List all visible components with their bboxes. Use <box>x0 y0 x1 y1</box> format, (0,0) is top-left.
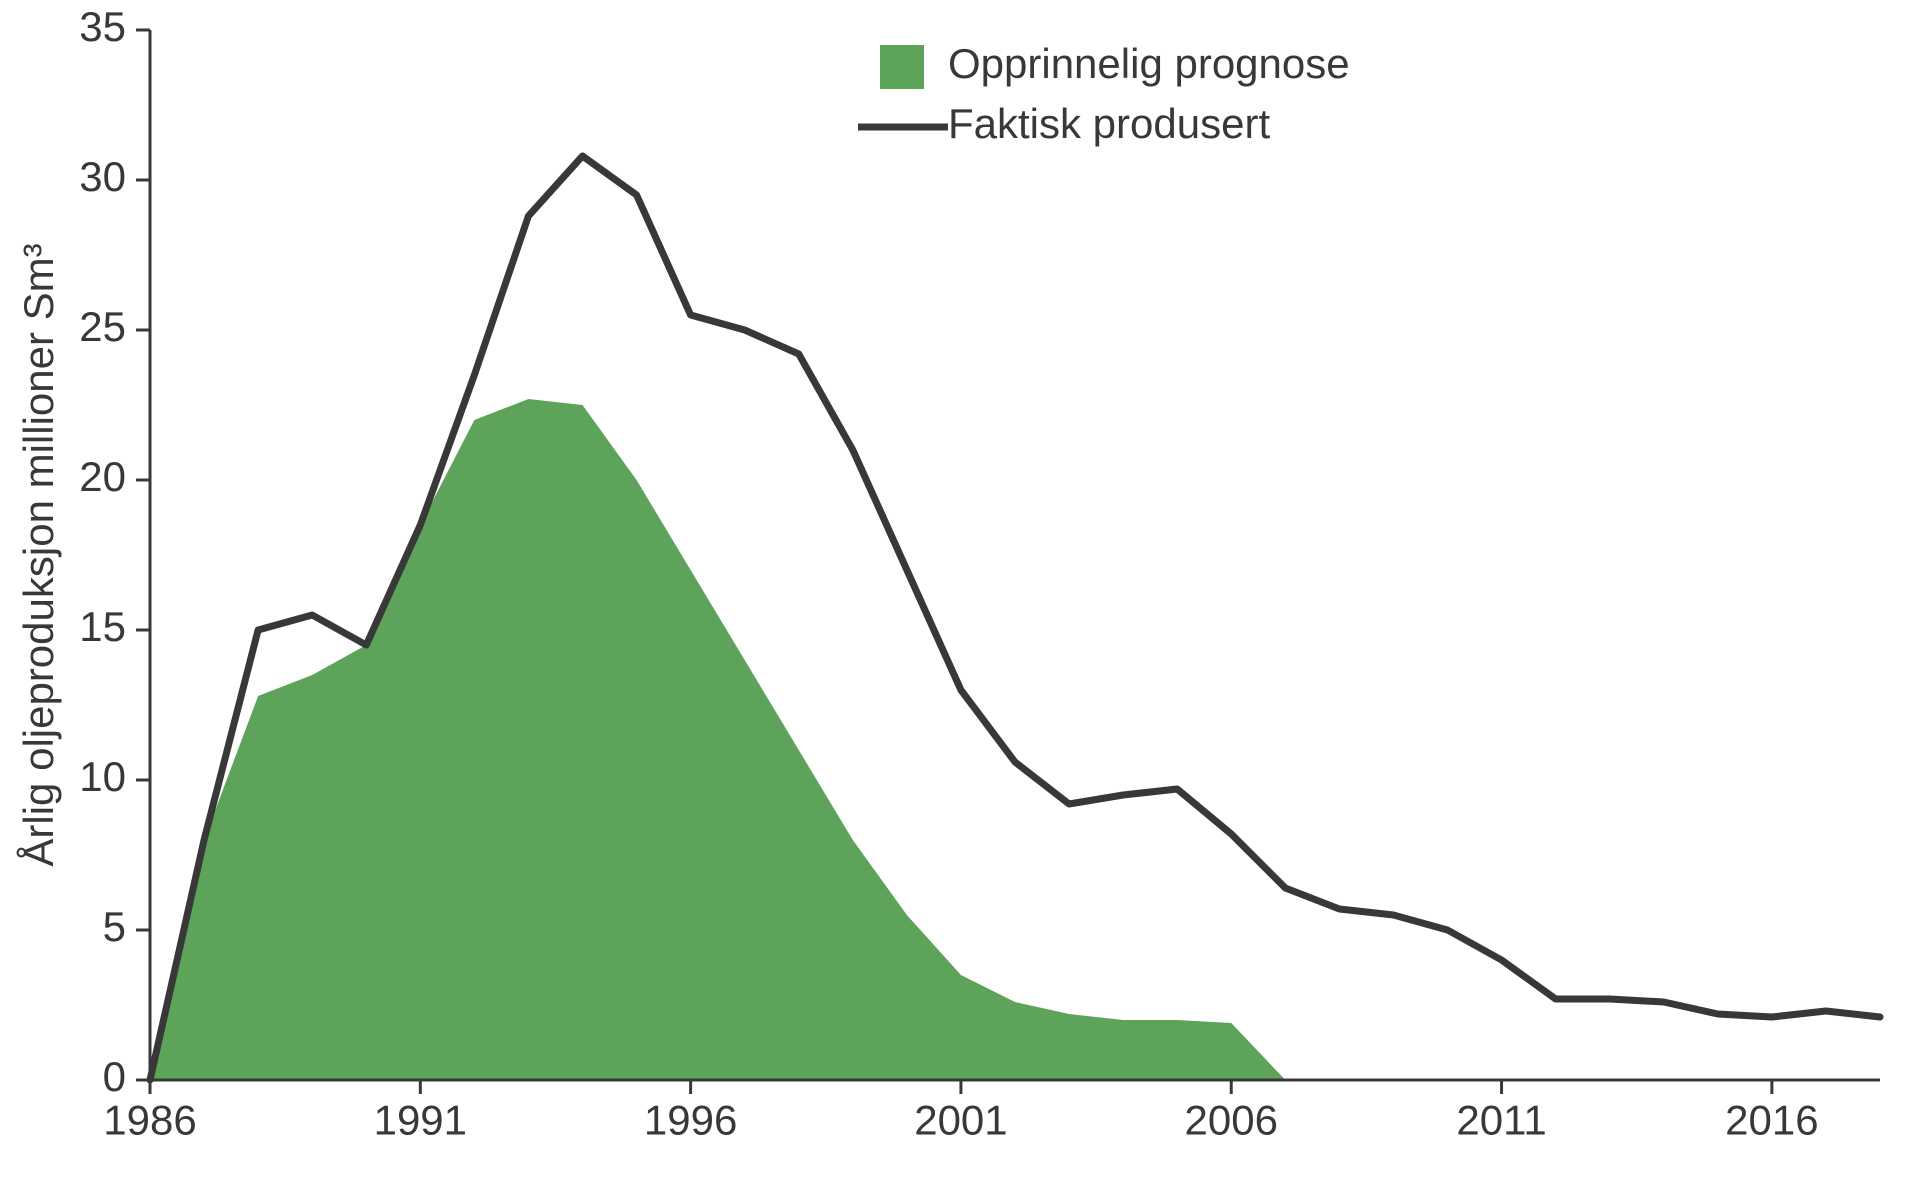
x-tick-label: 1996 <box>644 1096 737 1143</box>
x-tick-label: 1991 <box>374 1096 467 1143</box>
x-tick-label: 2001 <box>914 1096 1007 1143</box>
chart-svg: 0 5 10 15 20 25 30 35 1986 1991 1996 2001 2006 2011 20… <box>0 0 1920 1190</box>
x-tick-label: 2011 <box>1456 1096 1546 1143</box>
legend-swatch-prognose <box>880 45 924 89</box>
oil-production-chart: 0 5 10 15 20 25 30 35 1986 1991 1996 2001 2006 2011 20… <box>0 0 1920 1190</box>
y-tick-label: 35 <box>79 3 126 50</box>
y-axis-label: Årlig oljeproduksjon millioner Sm³ <box>15 243 62 866</box>
x-tick-label: 2006 <box>1185 1096 1278 1143</box>
y-tick-label: 0 <box>103 1053 126 1100</box>
y-tick-label: 20 <box>79 453 126 500</box>
y-tick-label: 5 <box>103 903 126 950</box>
legend-label-prognose: Opprinnelig prognose <box>948 40 1350 87</box>
y-tick-label: 10 <box>79 753 126 800</box>
x-tick-label: 1986 <box>103 1096 196 1143</box>
legend-label-faktisk: Faktisk produsert <box>948 100 1270 147</box>
y-tick-label: 15 <box>79 603 126 650</box>
y-tick-label: 25 <box>79 303 126 350</box>
y-tick-label: 30 <box>79 153 126 200</box>
x-tick-label: 2016 <box>1725 1096 1818 1143</box>
